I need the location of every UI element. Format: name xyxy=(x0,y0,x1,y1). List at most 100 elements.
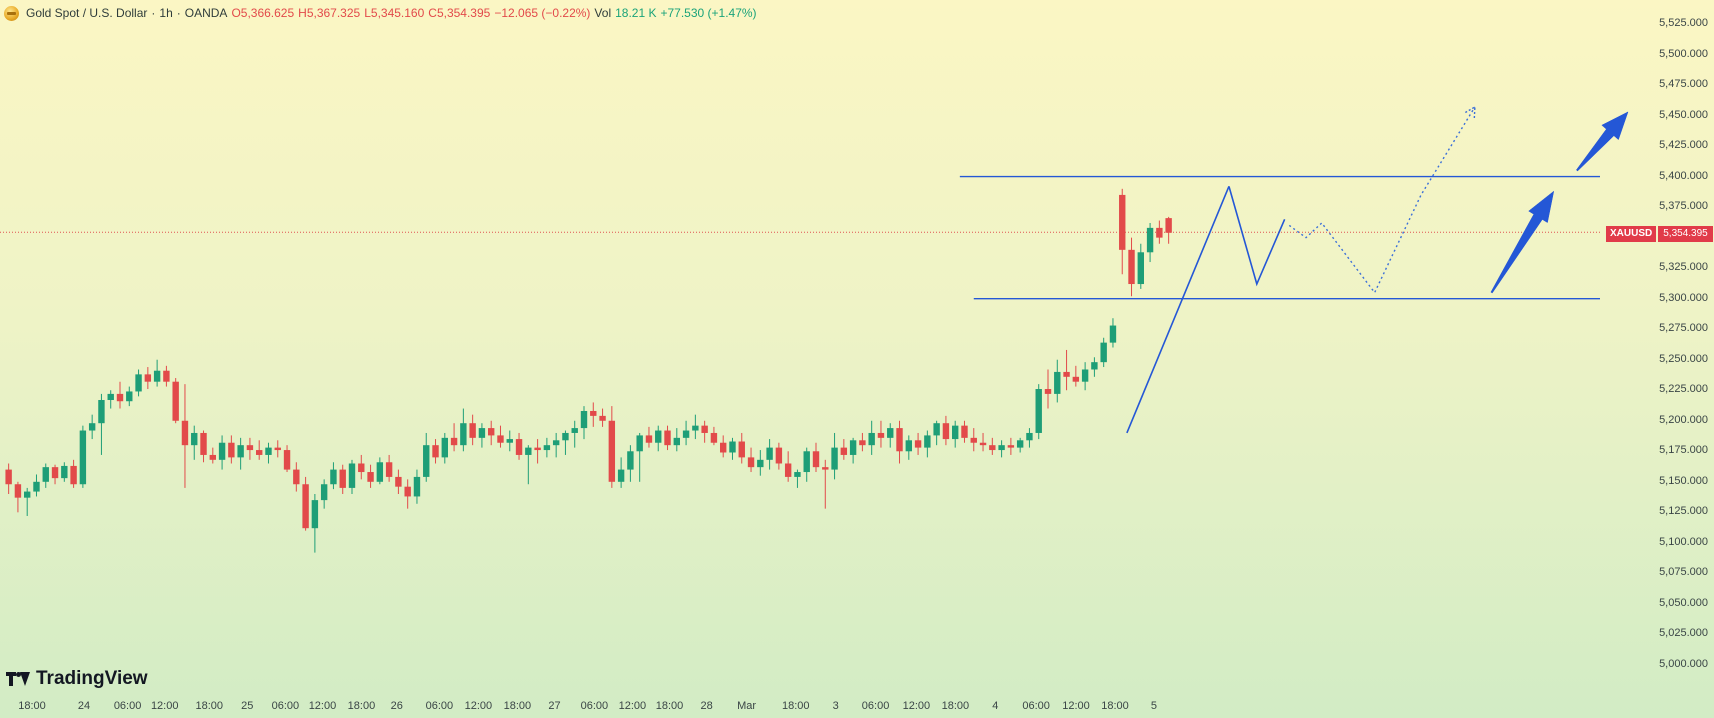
candle-body xyxy=(228,442,235,458)
y-tick-label: 5,225.000 xyxy=(1659,383,1708,396)
candle-body xyxy=(543,445,551,451)
candle-body xyxy=(849,440,857,455)
price-tag-value: 5,354.395 xyxy=(1658,226,1713,242)
candle-body xyxy=(775,447,783,464)
x-tick-label: 3 xyxy=(832,700,839,712)
candle-body xyxy=(107,393,114,401)
candle-body xyxy=(720,442,727,453)
candle-body xyxy=(348,463,356,488)
y-tick-label: 5,200.000 xyxy=(1659,413,1708,426)
last-price-tag: XAUUSD 5,354.395 xyxy=(1606,226,1713,242)
y-tick-label: 5,100.000 xyxy=(1659,535,1708,548)
candle-body xyxy=(218,442,226,460)
candle-body xyxy=(144,374,152,382)
y-tick-label: 5,400.000 xyxy=(1659,169,1708,182)
x-tick-label: 12:00 xyxy=(902,700,931,712)
candle-body xyxy=(163,370,170,382)
x-tick-label: 18:00 xyxy=(195,700,223,712)
candle-body xyxy=(200,432,207,455)
x-tick-label: 12:00 xyxy=(1062,700,1090,712)
x-tick-label: 25 xyxy=(241,700,254,712)
candle-body xyxy=(682,430,690,438)
projection-arrowhead xyxy=(1464,105,1476,119)
symbol-title[interactable]: Gold Spot / U.S. Dollar xyxy=(26,6,148,20)
candle-body xyxy=(673,437,680,446)
candle-body xyxy=(432,445,439,458)
candle-body xyxy=(747,457,755,468)
x-tick-label: 12:00 xyxy=(464,700,493,712)
candle-body xyxy=(534,447,541,451)
interval-label[interactable]: 1h xyxy=(159,6,173,20)
candle-body xyxy=(914,440,922,448)
x-tick-label: 18:00 xyxy=(1101,700,1129,712)
y-tick-label: 5,475.000 xyxy=(1659,78,1708,91)
y-tick-label: 5,275.000 xyxy=(1659,322,1708,335)
x-tick-label: 12:00 xyxy=(150,700,179,712)
gold-coin-icon[interactable] xyxy=(4,5,19,21)
x-tick-label: 18:00 xyxy=(503,700,532,712)
candle-body xyxy=(497,435,504,443)
candle-body xyxy=(664,430,671,446)
candle-layer xyxy=(5,188,1172,553)
y-tick-label: 5,025.000 xyxy=(1659,627,1708,640)
projection-path xyxy=(1288,106,1476,294)
candle-body xyxy=(441,437,448,458)
candle-body xyxy=(766,447,773,460)
candle-body xyxy=(627,451,634,470)
candle-body xyxy=(376,462,384,482)
candle-body xyxy=(525,447,532,455)
x-tick-label: 06:00 xyxy=(1022,700,1050,712)
candle-body xyxy=(933,423,940,436)
candle-body xyxy=(1091,362,1098,370)
candle-body xyxy=(469,423,476,438)
candle-body xyxy=(51,467,59,479)
candle-body xyxy=(61,465,68,479)
candle-body xyxy=(1100,342,1107,363)
x-tick-label: 18:00 xyxy=(347,700,376,712)
x-tick-label: 06:00 xyxy=(113,700,142,712)
x-tick-label: 27 xyxy=(548,700,561,712)
x-tick-label: 5 xyxy=(1150,700,1157,712)
candle-body xyxy=(311,500,319,529)
change-value: −12.065 (−0.22%) xyxy=(494,6,591,20)
y-tick-label: 5,150.000 xyxy=(1659,474,1708,487)
candle-body xyxy=(692,425,699,431)
candle-body xyxy=(710,432,718,443)
candle-body xyxy=(302,484,309,529)
candle-body xyxy=(729,441,736,453)
candle-body xyxy=(608,420,616,482)
candle-body xyxy=(293,469,300,485)
brand-name: TradingView xyxy=(36,668,148,689)
y-tick-label: 5,000.000 xyxy=(1659,657,1708,670)
candle-body xyxy=(1044,389,1052,394)
candle-body xyxy=(1165,218,1172,233)
candle-body xyxy=(1137,252,1144,285)
candle-body xyxy=(590,410,597,416)
tradingview-logo[interactable]: TradingView xyxy=(6,668,148,690)
candle-body xyxy=(701,425,708,433)
candle-body xyxy=(887,428,894,438)
candle-body xyxy=(88,423,96,431)
x-tick-label: 18:00 xyxy=(781,700,810,712)
candle-body xyxy=(599,415,606,421)
x-tick-label: 24 xyxy=(77,700,91,712)
candle-body xyxy=(5,469,12,485)
high-value: H5,367.325 xyxy=(298,6,361,20)
y-tick-label: 5,375.000 xyxy=(1659,200,1708,213)
candle-body xyxy=(580,410,588,429)
candle-body xyxy=(979,442,987,446)
x-tick-label: 06:00 xyxy=(861,700,890,712)
candle-body xyxy=(209,454,216,460)
y-tick-label: 5,500.000 xyxy=(1659,47,1708,60)
x-tick-label: 18:00 xyxy=(655,700,684,712)
candle-body xyxy=(794,472,801,477)
candle-body xyxy=(877,432,885,438)
y-tick-label: 5,250.000 xyxy=(1659,352,1708,365)
candle-body xyxy=(450,437,458,446)
candle-body xyxy=(126,391,133,402)
candle-body xyxy=(738,441,745,458)
candle-body xyxy=(757,459,764,468)
exchange-label[interactable]: OANDA xyxy=(184,6,228,20)
bullish-arrow xyxy=(1576,111,1629,172)
